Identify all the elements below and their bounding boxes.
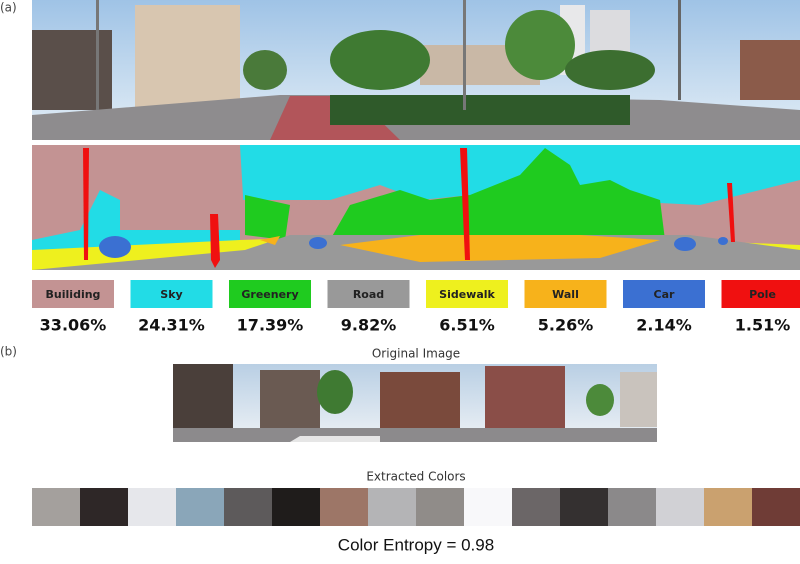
class-name: Greenery (241, 288, 298, 301)
colors-title: Extracted Colors (366, 470, 465, 484)
color-swatch (656, 488, 704, 526)
color-swatch (176, 488, 224, 526)
color-swatch (464, 488, 512, 526)
color-swatch (128, 488, 176, 526)
class-percent: 17.39% (237, 316, 304, 335)
panel-label: (b) (0, 345, 17, 359)
class-legend: Builiding 33.06% Sky 24.31% Greenery 17.39% Ro… (32, 280, 800, 335)
color-swatches (32, 488, 800, 526)
class-percent: 24.31% (138, 316, 205, 335)
class-percent: 6.51% (439, 316, 495, 335)
color-entropy: Color Entropy = 0.98 (338, 535, 494, 554)
color-swatch (416, 488, 464, 526)
panel-label: (a) (0, 1, 17, 15)
color-swatch (608, 488, 656, 526)
class-percent: 1.51% (735, 316, 791, 335)
color-swatch (704, 488, 752, 526)
class-percent: 5.26% (538, 316, 594, 335)
image-title: Original Image (372, 347, 460, 361)
color-swatch (752, 488, 800, 526)
segmentation-map (32, 145, 800, 270)
color-swatch (368, 488, 416, 526)
class-percent: 33.06% (40, 316, 107, 335)
class-name: Sky (160, 288, 182, 301)
color-swatch (320, 488, 368, 526)
class-percent: 2.14% (636, 316, 692, 335)
color-swatch (80, 488, 128, 526)
class-name: Road (353, 288, 384, 301)
color-swatch (32, 488, 80, 526)
class-name: Sidewalk (439, 288, 495, 301)
class-percent: 9.82% (341, 316, 397, 335)
color-swatch (560, 488, 608, 526)
original-photo (173, 364, 657, 442)
street-photo (32, 0, 800, 140)
color-swatch (224, 488, 272, 526)
color-swatch (272, 488, 320, 526)
class-name: Builiding (46, 288, 101, 301)
class-name: Car (654, 288, 675, 301)
class-name: Pole (749, 288, 776, 301)
class-name: Wall (552, 288, 579, 301)
color-swatch (512, 488, 560, 526)
